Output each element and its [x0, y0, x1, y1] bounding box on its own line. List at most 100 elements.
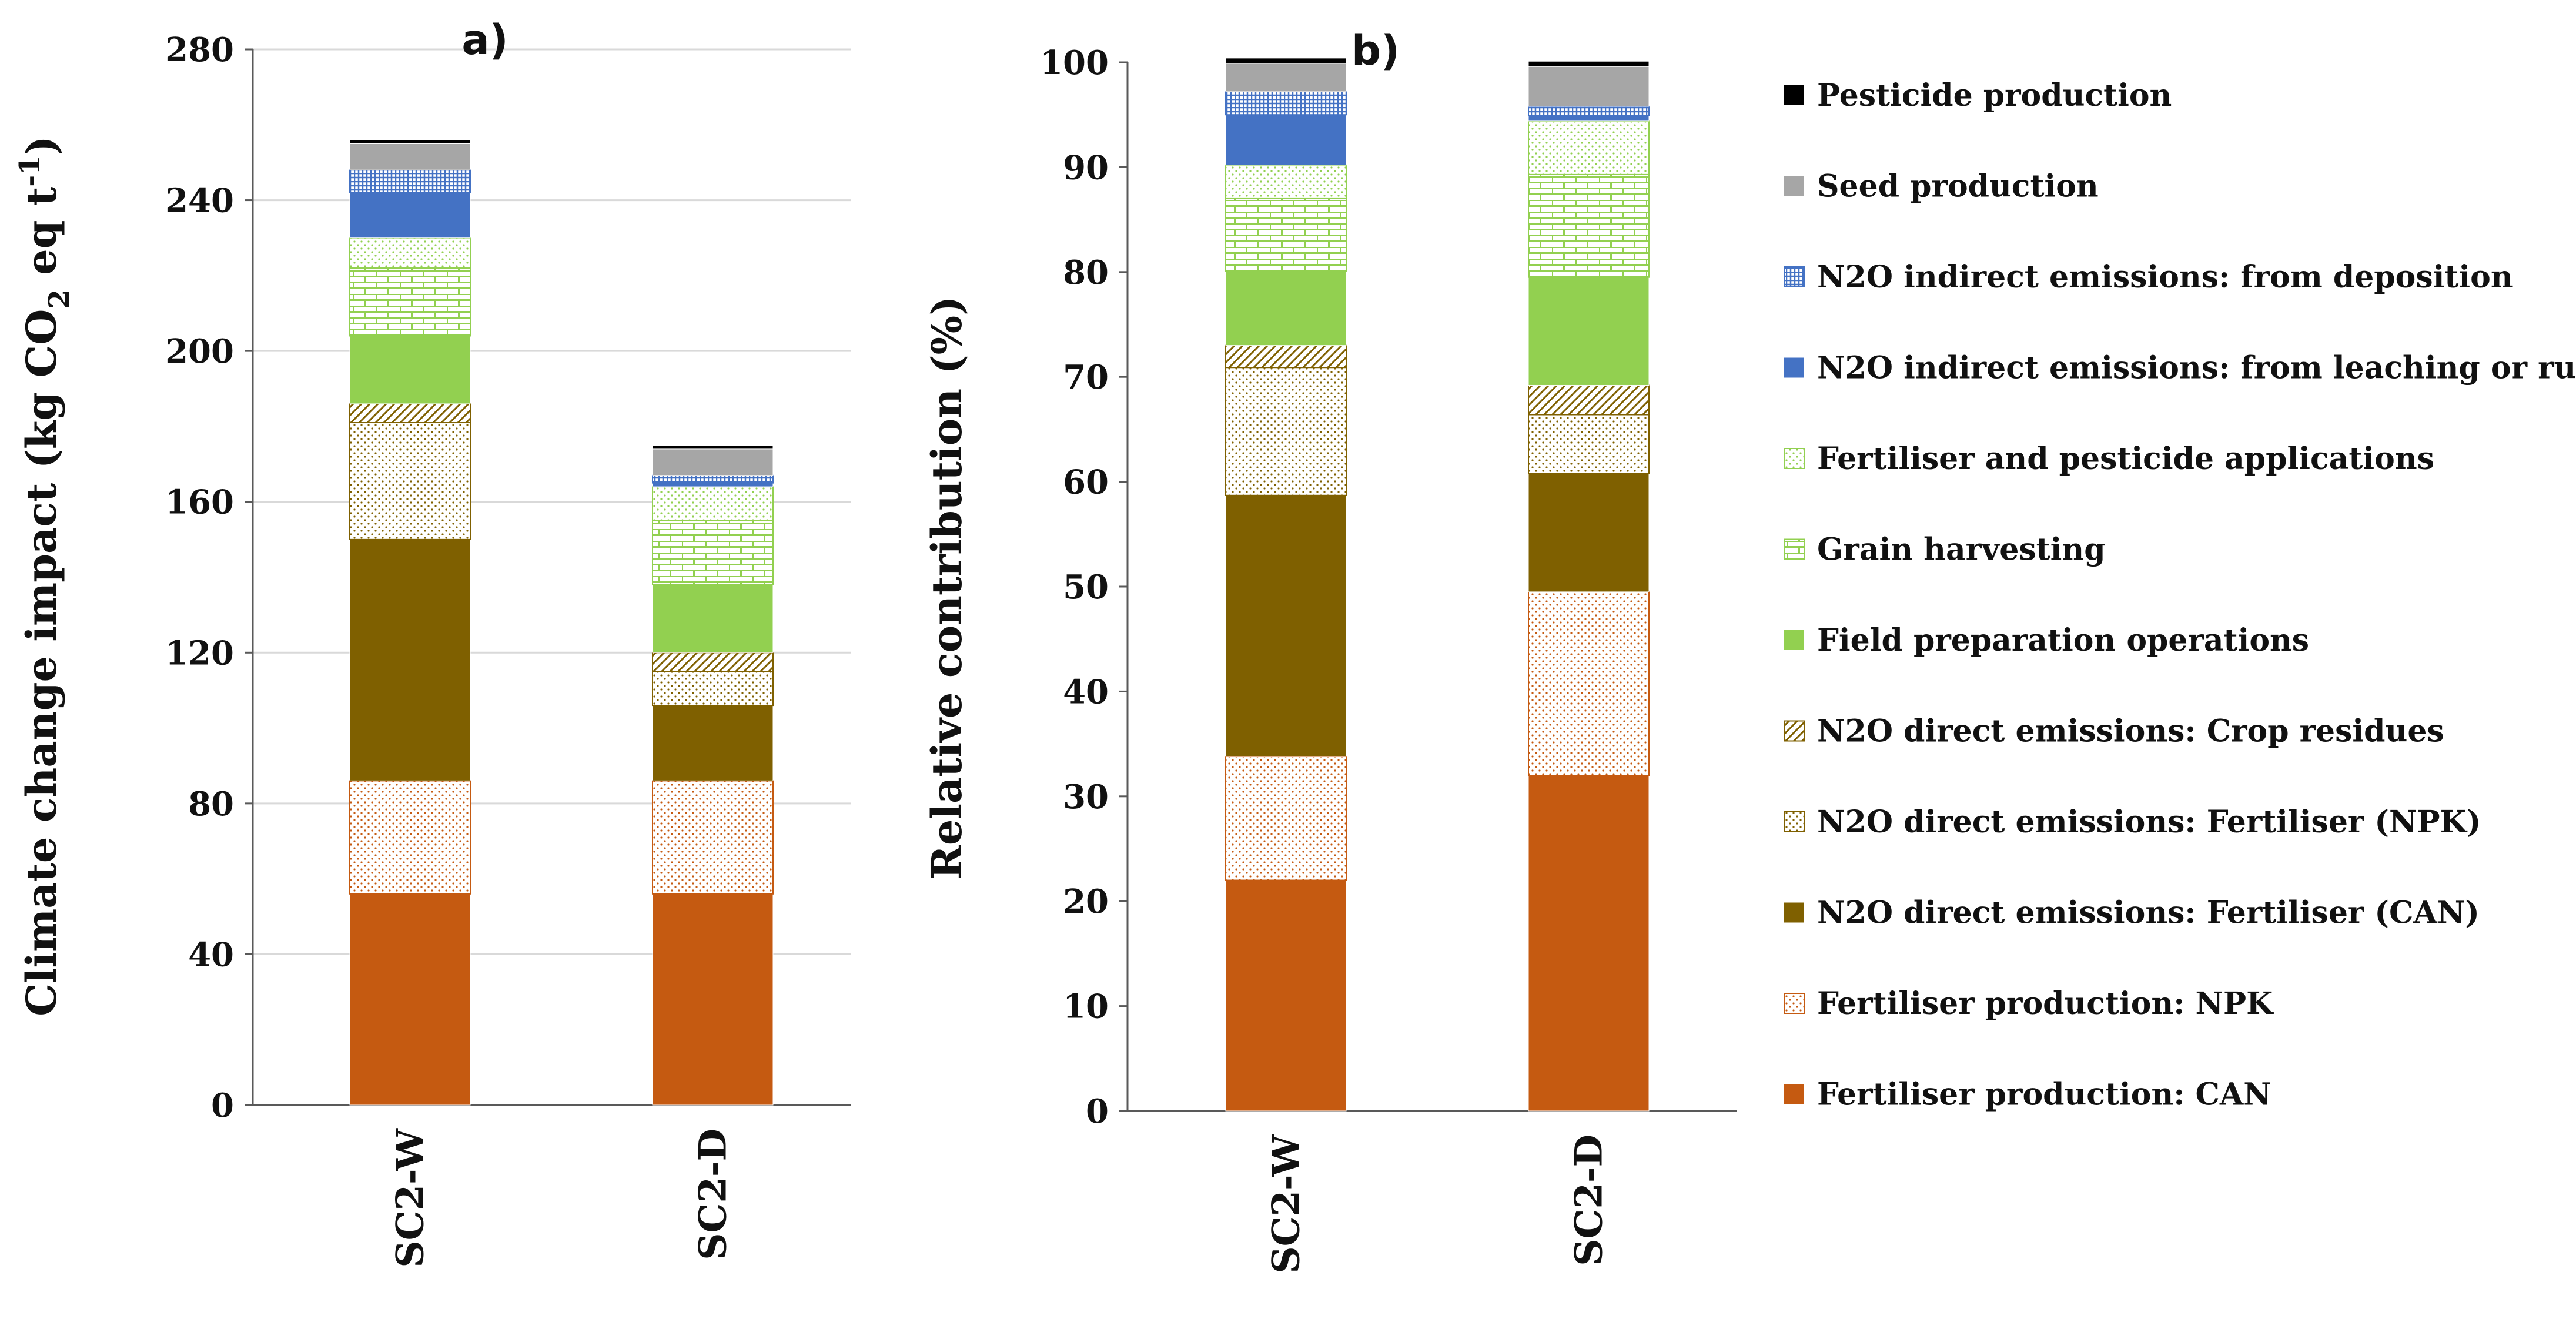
a-bar-sc2-w-n2oCAN — [349, 539, 471, 781]
b-category-label: SC2-D — [1567, 1134, 1611, 1266]
a-bar-sc2-w-prodNPK — [349, 780, 471, 895]
b-bar-sc2-w-prodCAN — [1225, 880, 1347, 1112]
a-ytick-label: 80 — [188, 785, 234, 823]
a-bar-sc2-w-grain — [349, 267, 471, 337]
b-bar-sc2-w-seed — [1225, 63, 1347, 92]
b-bar-sc2-w-field — [1225, 270, 1347, 346]
a-bar-sc2-d-field — [652, 584, 774, 653]
b-bar-sc2-w-grain — [1225, 197, 1347, 272]
b-ytick-label: 10 — [1063, 987, 1109, 1026]
a-bar-sc2-w-pest — [349, 139, 471, 144]
a-ytick-label: 40 — [188, 935, 234, 974]
a-bar-sc2-d-fertApp — [652, 486, 774, 521]
b-ytick-label: 20 — [1063, 882, 1109, 921]
legend-swatch-seed — [1784, 176, 1804, 196]
legend-label-n2oCAN: N2O direct emissions: Fertiliser (CAN) — [1817, 895, 2480, 931]
b-ytick-label: 60 — [1063, 463, 1109, 502]
legend-swatch-pest — [1784, 85, 1804, 105]
b-bar-sc2-d-n2oDep — [1528, 105, 1650, 116]
a-bar-sc2-d-prodCAN — [652, 893, 774, 1106]
b-bar-sc2-d-seed — [1528, 66, 1650, 107]
legend-label-prodNPK: Fertiliser production: NPK — [1817, 986, 2274, 1022]
a-ytick-label: 200 — [165, 332, 234, 371]
a-ytick-label: 160 — [165, 483, 234, 522]
legend-swatch-field — [1784, 630, 1804, 650]
panel-b: 0 10 20 30 40 50 60 70 80 90 100 SC2-W SC2-D b) Relati… — [922, 26, 1737, 1274]
legend-swatch-n2oCAN — [1784, 902, 1804, 923]
legend-swatch-prodNPK — [1784, 993, 1805, 1014]
a-bar-sc2-w-crop — [349, 403, 471, 424]
a-bar-sc2-d-crop — [652, 652, 774, 672]
b-bar-sc2-w-fertApp — [1225, 164, 1347, 199]
b-bar-sc2-w-n2oNPK — [1225, 367, 1347, 496]
a-ytick-label: 240 — [165, 182, 234, 220]
b-ytick-label: 90 — [1063, 148, 1109, 187]
a-bar-sc2-d-prodNPK — [652, 780, 774, 895]
a-bar-sc2-w-n2oNPK — [349, 422, 471, 540]
legend-swatch-fertApp — [1784, 448, 1805, 469]
legend-label-seed: Seed production — [1817, 169, 2099, 205]
legend-swatch-n2oLeach — [1784, 357, 1804, 378]
legend-swatch-prodCAN — [1784, 1084, 1804, 1104]
a-bar-sc2-w-seed — [349, 143, 471, 170]
b-bar-sc2-d-n2oLeach — [1528, 115, 1650, 122]
a-category-label: SC2-W — [389, 1128, 433, 1268]
b-ytick-label: 80 — [1063, 253, 1109, 292]
b-ytick-label: 50 — [1063, 568, 1109, 607]
b-panel-label: b) — [1351, 26, 1400, 75]
a-bar-sc2-w-fertApp — [349, 237, 471, 269]
a-bar-sc2-d-grain — [652, 520, 774, 585]
b-bar-sc2-w-pest — [1225, 58, 1347, 64]
a-y-axis-label: Climate change impact (kg CO2 eq t-1) — [14, 136, 76, 1016]
b-ytick-label: 100 — [1040, 43, 1109, 82]
a-bar-sc2-d-n2oNPK — [652, 671, 774, 707]
b-bar-sc2-w-n2oCAN — [1225, 495, 1347, 757]
legend: Pesticide production Seed production N2O i… — [1784, 78, 2576, 1113]
legend-swatch-crop — [1784, 720, 1805, 742]
b-bar-sc2-w-n2oLeach — [1225, 114, 1347, 166]
b-bar-sc2-d-n2oNPK — [1528, 414, 1650, 474]
a-bar-sc2-w-field — [349, 335, 471, 404]
b-bar-sc2-d-crop — [1528, 384, 1650, 416]
panel-a: 0 40 80 120 160 200 240 280 SC2-W SC2-D a) Climate … — [14, 16, 851, 1268]
a-ytick-label: 120 — [165, 634, 234, 672]
a-bar-sc2-w-n2oLeach — [349, 192, 471, 239]
b-bar-sc2-w-prodNPK — [1225, 756, 1347, 881]
a-bar-sc2-d-seed — [652, 448, 774, 476]
a-bar-sc2-d-n2oCAN — [652, 705, 774, 781]
a-bar-sc2-w-prodCAN — [349, 893, 471, 1106]
b-bar-sc2-d-grain — [1528, 173, 1650, 278]
a-bar-sc2-w-n2oDep — [349, 169, 471, 193]
b-bar-sc2-w-n2oDep — [1225, 91, 1347, 116]
a-bar-sc2-d-pest — [652, 445, 774, 450]
legend-label-n2oLeach: N2O indirect emissions: from leaching or… — [1817, 350, 2576, 386]
a-bar-sc2-d-n2oDep — [652, 474, 774, 484]
a-category-label: SC2-D — [691, 1129, 735, 1260]
b-y-axis-label: Relative contribution (%) — [922, 296, 971, 880]
legend-swatch-n2oNPK — [1784, 811, 1805, 832]
b-ytick-label: 70 — [1063, 358, 1109, 397]
legend-label-n2oDep: N2O indirect emissions: from deposition — [1817, 259, 2513, 295]
b-category-label: SC2-W — [1264, 1134, 1309, 1274]
legend-label-n2oNPK: N2O direct emissions: Fertiliser (NPK) — [1817, 804, 2481, 840]
b-bar-sc2-d-n2oCAN — [1528, 473, 1650, 592]
legend-swatch-grain — [1784, 538, 1805, 560]
b-bar-sc2-d-fertApp — [1528, 120, 1650, 175]
legend-label-grain: Grain harvesting — [1817, 532, 2106, 568]
legend-label-crop: N2O direct emissions: Crop residues — [1817, 714, 2444, 749]
b-bar-sc2-d-prodCAN — [1528, 775, 1650, 1112]
b-bar-sc2-d-field — [1528, 277, 1650, 386]
legend-label-fertApp: Fertiliser and pesticide applications — [1817, 441, 2434, 477]
b-ytick-label: 30 — [1063, 778, 1109, 816]
b-bar-sc2-d-prodNPK — [1528, 591, 1650, 776]
legend-swatch-n2oDep — [1784, 266, 1805, 287]
b-bar-sc2-d-pest — [1528, 61, 1650, 67]
b-ytick-label: 40 — [1063, 672, 1109, 711]
legend-label-pest: Pesticide production — [1817, 78, 2172, 113]
legend-label-prodCAN: Fertiliser production: CAN — [1817, 1077, 2271, 1113]
a-panel-label: a) — [461, 16, 508, 64]
legend-label-field: Field preparation operations — [1817, 622, 2309, 658]
a-ytick-label: 280 — [165, 31, 234, 69]
b-bar-sc2-w-crop — [1225, 344, 1347, 369]
